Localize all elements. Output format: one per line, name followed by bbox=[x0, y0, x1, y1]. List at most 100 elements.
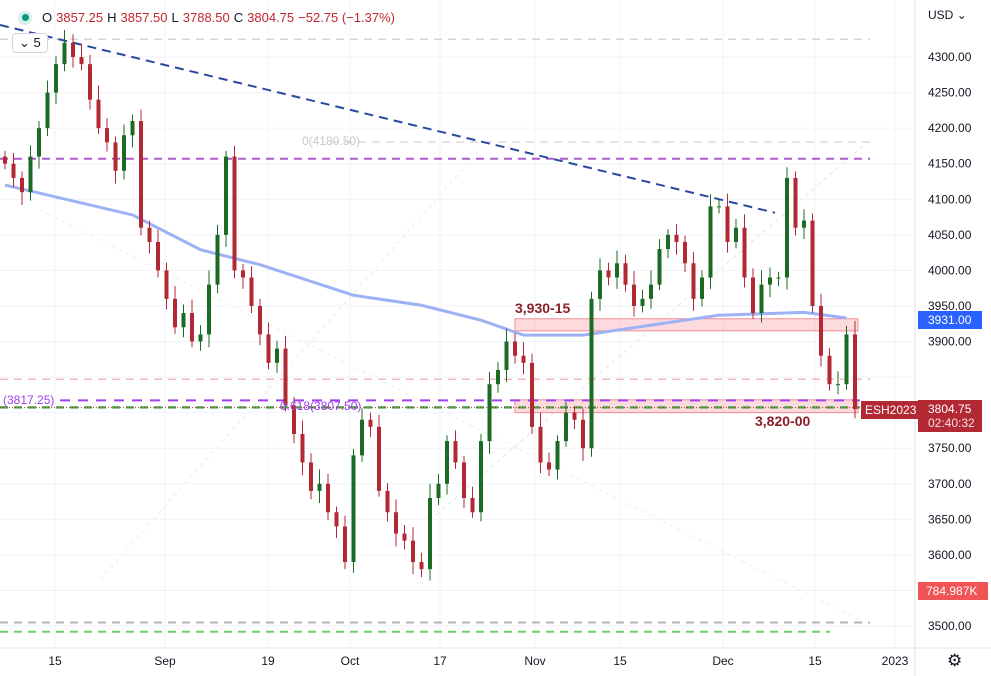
time-axis-label: 15 bbox=[613, 654, 627, 668]
candle bbox=[768, 267, 772, 298]
candle bbox=[598, 258, 602, 311]
candle bbox=[581, 408, 585, 462]
candle-body bbox=[819, 305, 823, 356]
candle bbox=[232, 145, 237, 279]
candle-body bbox=[606, 270, 611, 278]
candle-body bbox=[530, 362, 534, 427]
candle bbox=[45, 80, 50, 136]
time-axis-label: Dec bbox=[712, 654, 733, 668]
last-price-tag: 3804.75 02:40:32 bbox=[918, 400, 982, 432]
candle-body bbox=[309, 462, 313, 491]
candle bbox=[700, 270, 704, 307]
candle-body bbox=[572, 412, 577, 420]
candle bbox=[776, 271, 781, 287]
candle-body bbox=[20, 177, 24, 193]
price-axis-label: 4250.00 bbox=[928, 86, 972, 100]
price-axis-label: 3600.00 bbox=[928, 548, 972, 562]
candle bbox=[751, 268, 755, 319]
candle bbox=[351, 448, 356, 573]
candle-body bbox=[326, 483, 330, 513]
candle bbox=[173, 286, 177, 334]
candle-body bbox=[79, 57, 84, 65]
candle bbox=[334, 506, 339, 538]
candle bbox=[113, 136, 118, 184]
candle bbox=[640, 289, 645, 313]
candle bbox=[759, 270, 764, 323]
price-axis-label: 4300.00 bbox=[928, 50, 972, 64]
downtrend-line bbox=[0, 24, 776, 214]
candle-body bbox=[411, 540, 415, 563]
candle bbox=[649, 270, 653, 309]
chevron-down-icon: ⌄ bbox=[19, 35, 34, 50]
candle bbox=[300, 420, 305, 476]
candle bbox=[589, 291, 594, 457]
price-axis-label: 4150.00 bbox=[928, 157, 972, 171]
time-axis-label: Oct bbox=[341, 654, 360, 668]
settings-gear-icon[interactable]: ⚙ bbox=[947, 651, 963, 670]
candle-body bbox=[793, 177, 798, 228]
open-label: O bbox=[42, 10, 53, 25]
candle-body bbox=[717, 206, 721, 208]
candle-body bbox=[453, 441, 458, 463]
candle-body bbox=[394, 512, 398, 534]
candle-body bbox=[555, 441, 560, 470]
price-axis-label: 3900.00 bbox=[928, 335, 972, 349]
ma-price-tag: 3931.00 bbox=[918, 311, 982, 329]
indicator-count: 5 bbox=[33, 35, 41, 50]
candle-body bbox=[462, 462, 466, 499]
candle bbox=[71, 34, 75, 68]
candle-body bbox=[623, 263, 628, 285]
candle-body bbox=[198, 334, 203, 342]
candle-body bbox=[742, 227, 747, 278]
candle bbox=[62, 29, 67, 72]
candle bbox=[317, 469, 322, 503]
candle-body bbox=[615, 263, 619, 278]
candle bbox=[147, 220, 152, 254]
currency-selector[interactable]: USD ⌄ bbox=[928, 8, 967, 22]
candle-body bbox=[504, 341, 509, 370]
candle-body bbox=[190, 313, 194, 342]
candle-body bbox=[666, 234, 670, 250]
change-value: −52.75 (−1.37%) bbox=[298, 10, 395, 25]
candle-body bbox=[649, 284, 653, 299]
candle-body bbox=[266, 334, 271, 363]
candle bbox=[470, 486, 475, 518]
price-axis-label: 3750.00 bbox=[928, 441, 972, 455]
candle bbox=[844, 325, 849, 390]
candle bbox=[530, 353, 534, 434]
open-value: 3857.25 bbox=[56, 10, 104, 25]
candle-body bbox=[844, 334, 849, 385]
candle-body bbox=[691, 263, 696, 299]
high-label: H bbox=[107, 10, 117, 25]
fib-0618-label: 0.618(3807.50) bbox=[280, 399, 361, 413]
candle-body bbox=[71, 42, 75, 57]
candle-body bbox=[725, 206, 730, 242]
candle-body bbox=[496, 369, 500, 385]
candle bbox=[377, 414, 381, 497]
candle-body bbox=[241, 270, 245, 278]
candle bbox=[215, 224, 220, 294]
candle bbox=[827, 347, 832, 391]
candle bbox=[521, 342, 526, 375]
candle bbox=[674, 224, 679, 255]
candle-body bbox=[11, 163, 16, 178]
level-left-label: (3817.25) bbox=[3, 393, 54, 407]
price-axis-label: 3500.00 bbox=[928, 619, 972, 633]
candle bbox=[385, 483, 390, 522]
fib-diagonal bbox=[429, 139, 871, 521]
candle bbox=[836, 371, 840, 395]
candle-body bbox=[275, 348, 279, 363]
indicators-collapse-button[interactable]: ⌄ 5 bbox=[12, 33, 48, 53]
candle bbox=[292, 397, 296, 444]
candle-body bbox=[598, 270, 602, 299]
candle bbox=[632, 271, 636, 317]
candle bbox=[283, 335, 288, 412]
candle bbox=[402, 525, 407, 550]
fib-0-label: 0(4180.50) bbox=[302, 134, 360, 148]
candle-body bbox=[751, 277, 755, 314]
candle bbox=[479, 433, 483, 522]
candle bbox=[96, 85, 101, 134]
price-axis-label: 4000.00 bbox=[928, 263, 972, 277]
time-axis-label: 19 bbox=[261, 654, 275, 668]
